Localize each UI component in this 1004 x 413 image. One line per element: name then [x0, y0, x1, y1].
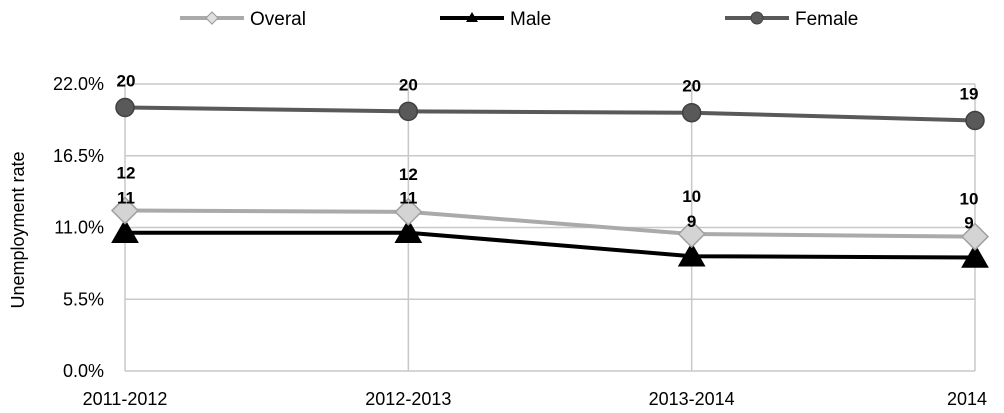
legend-label-overal: Overal	[250, 9, 306, 30]
legend-item-male: Male	[440, 9, 551, 30]
y-axis-title: Unemployment rate	[8, 151, 28, 308]
data-label-overal: 12	[399, 165, 418, 184]
y-tick-label: 22.0%	[53, 74, 104, 94]
legend-label-male: Male	[510, 9, 551, 30]
point-overal	[677, 219, 706, 249]
point-female	[115, 97, 135, 118]
point-overal	[960, 222, 990, 251]
legend-item-female: Female	[725, 9, 858, 30]
y-axis-ticks: 0.0% 5.5% 11.0% 16.5% 22.0%	[53, 74, 104, 381]
series-group	[110, 97, 990, 268]
data-label-female: 20	[117, 71, 136, 90]
series-line-male	[125, 230, 976, 260]
point-male	[961, 243, 989, 268]
data-label-female: 20	[682, 77, 701, 96]
data-label-male: 9	[687, 212, 696, 231]
point-female	[681, 102, 702, 123]
data-label-male: 11	[399, 189, 417, 208]
y-tick-label: 16.5%	[53, 146, 104, 166]
y-tick-label: 11.0%	[54, 218, 104, 238]
data-label-overal: 12	[117, 164, 136, 183]
data-label-female: 19	[960, 85, 979, 104]
point-female	[965, 110, 985, 131]
legend: Overal Male Female	[180, 9, 858, 30]
series-line-female	[124, 105, 976, 123]
data-label-overal: 10	[682, 187, 701, 206]
x-axis-ticks: 2011-2012 2012-2013 2013-2014 2014	[83, 389, 987, 409]
data-label-male: 11	[117, 189, 135, 208]
x-tick-label: 2013-2014	[649, 389, 735, 409]
legend-marker-female	[750, 11, 764, 25]
point-male	[111, 218, 139, 243]
data-labels: 12 12 10 10 11 11 9 9 20 20 20 19	[117, 71, 979, 232]
legend-marker-overal	[205, 11, 219, 25]
x-tick-label: 2014	[947, 389, 987, 409]
data-label-female: 20	[399, 75, 418, 94]
data-label-male: 9	[964, 214, 973, 233]
legend-marker-male	[466, 12, 478, 22]
series-line-overal	[124, 208, 976, 239]
legend-item-overal: Overal	[180, 9, 306, 30]
data-label-overal: 10	[960, 190, 979, 209]
legend-label-female: Female	[795, 9, 858, 30]
y-tick-label: 0.0%	[63, 361, 104, 381]
point-male	[677, 242, 706, 267]
point-overal	[110, 196, 140, 225]
y-tick-label: 5.5%	[63, 289, 104, 309]
point-female	[398, 101, 419, 122]
x-tick-label: 2011-2012	[83, 389, 168, 409]
x-tick-label: 2012-2013	[365, 389, 451, 409]
point-overal	[394, 197, 423, 226]
point-male	[394, 218, 423, 243]
gridlines	[124, 83, 976, 372]
